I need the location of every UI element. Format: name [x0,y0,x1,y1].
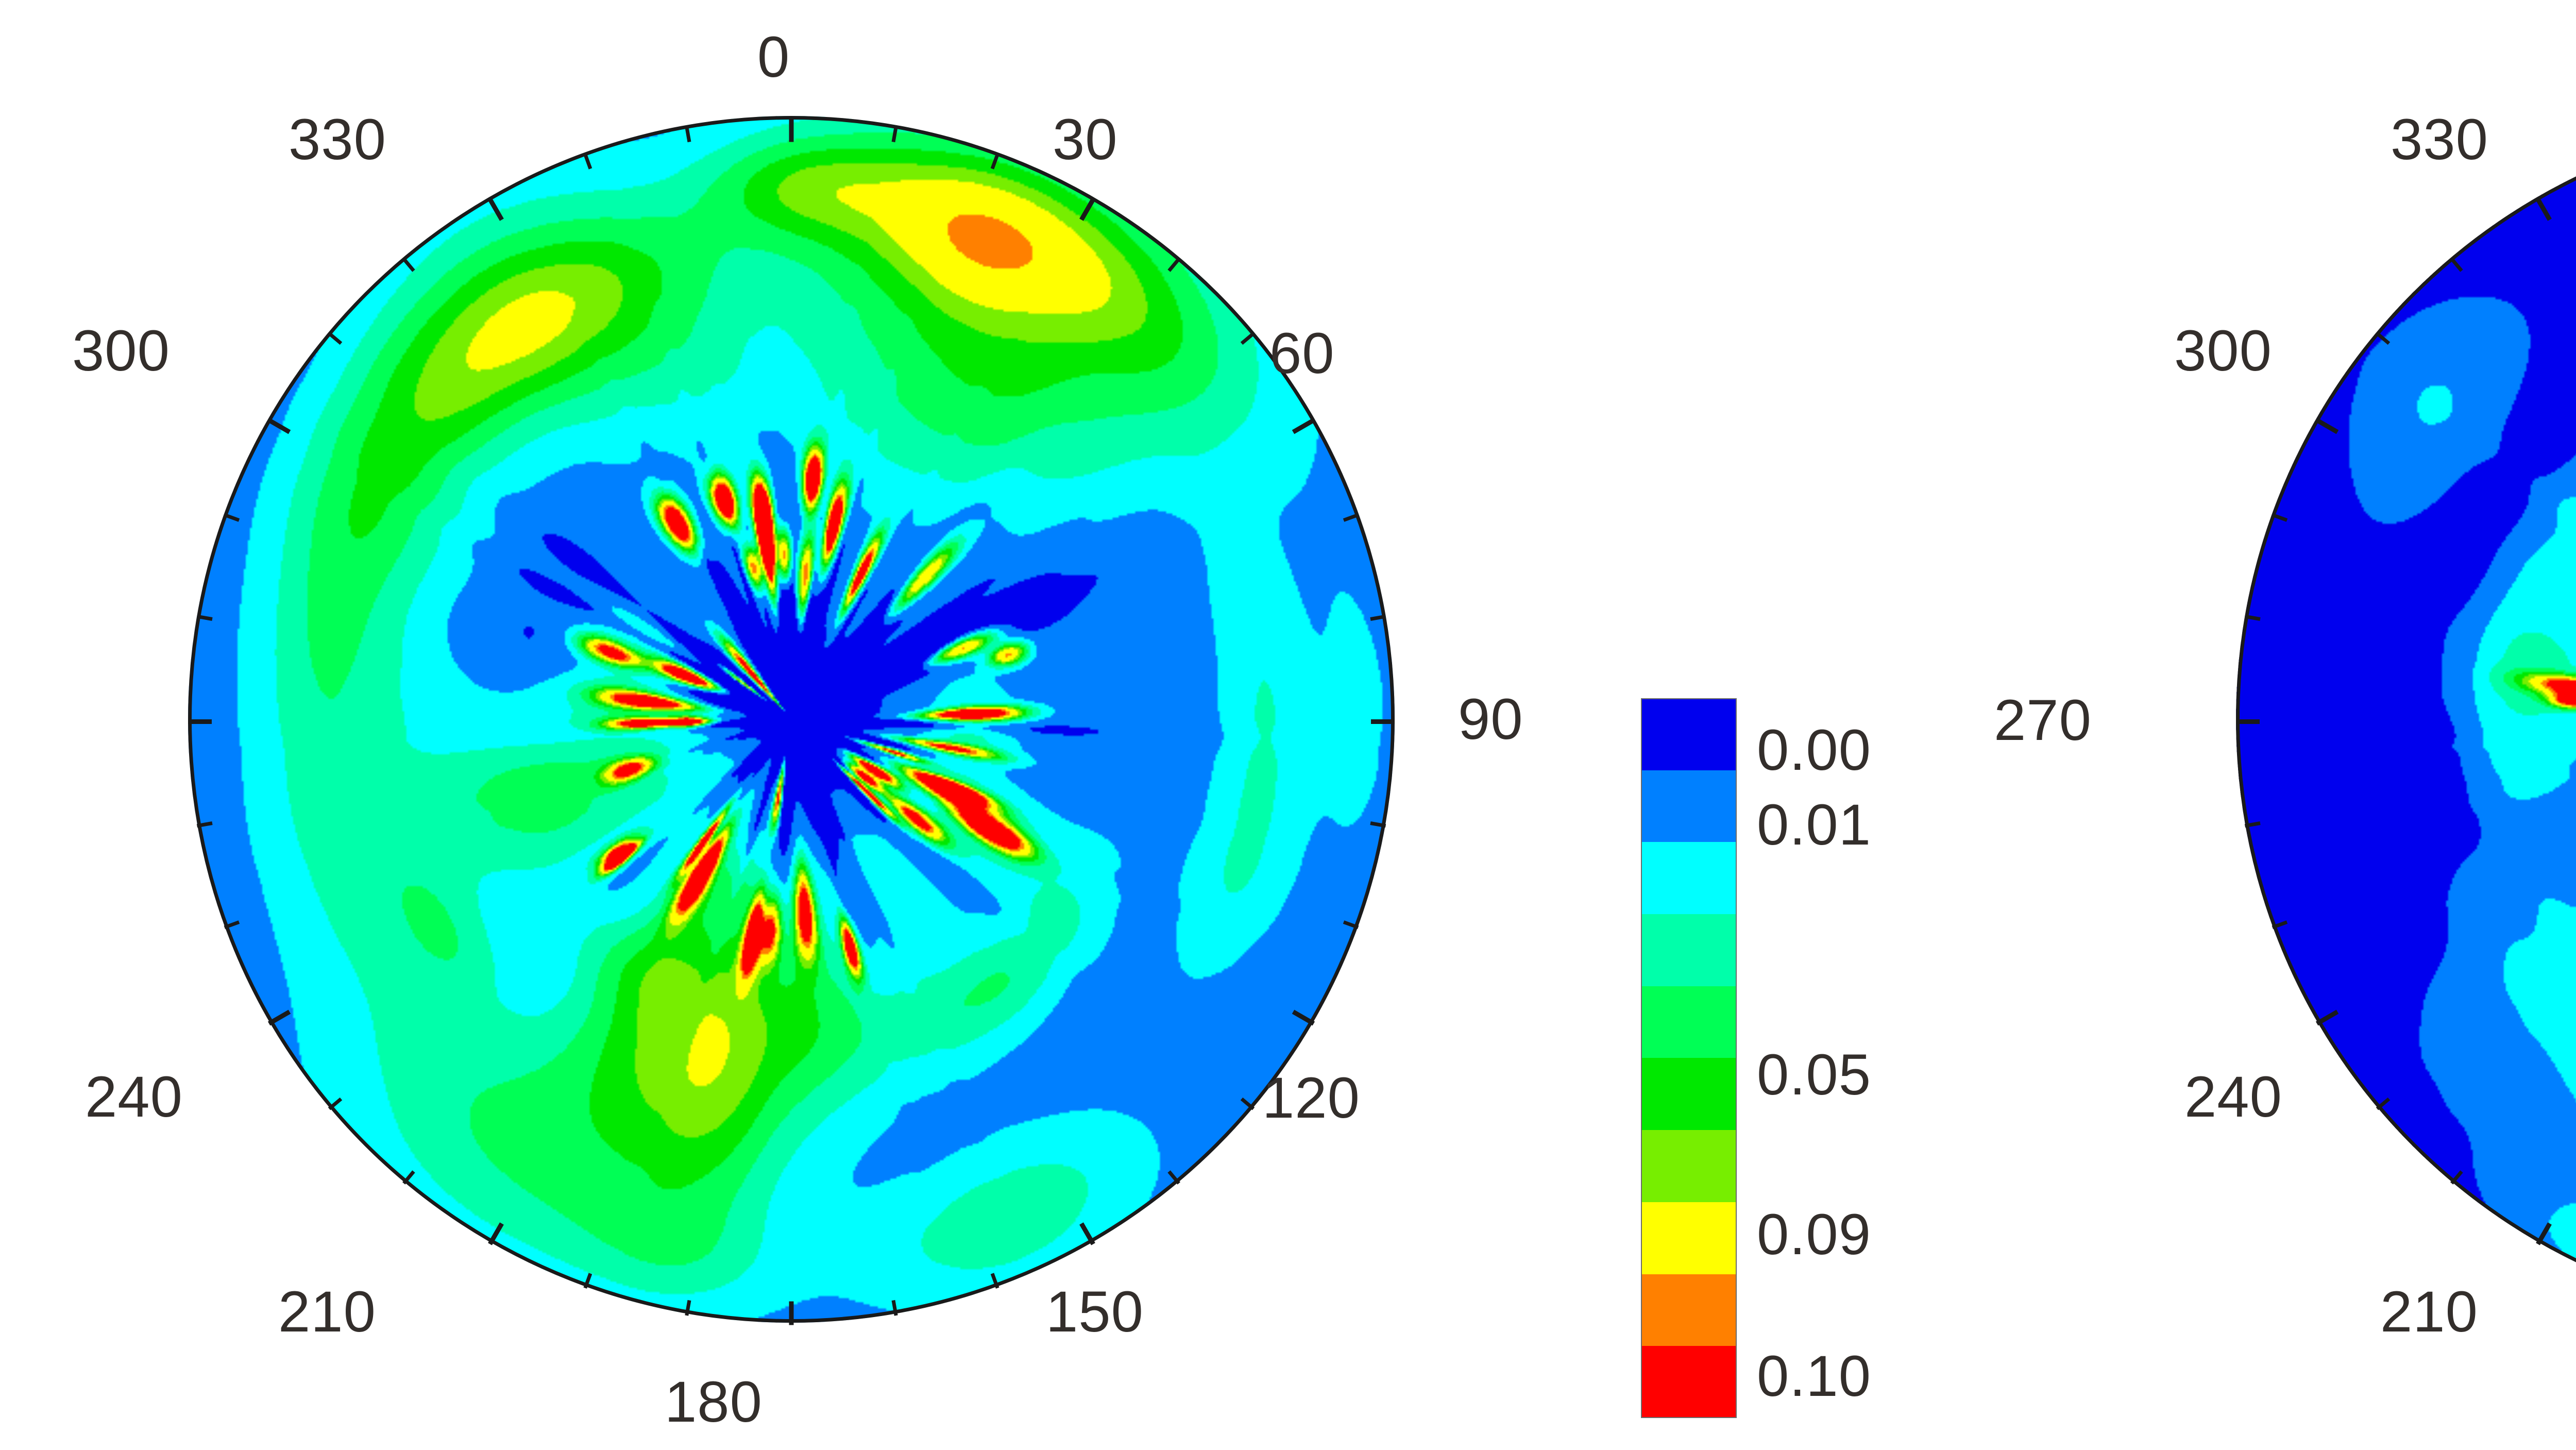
right-polar-angle-label-240: 240 [2184,1065,2282,1129]
right-polar-tick-270 [2236,719,2260,724]
colorbar-label-1: 0.01 [1757,793,1871,857]
left-polar-angle-label-240: 240 [85,1065,183,1129]
colorbar-band-1 [1641,770,1737,842]
left-polar-angle-label-60: 60 [1269,321,1335,385]
right-polar-angle-label-210: 210 [2380,1279,2478,1344]
colorbar-band-8 [1641,1274,1737,1346]
colorbar-band-6 [1641,1130,1737,1202]
left-polar-tick-0 [789,118,794,142]
left-polar-angle-label-180: 180 [665,1370,762,1434]
right-polar-angle-label-270: 270 [1994,688,2092,752]
colorbar-label-4: 0.10 [1757,1344,1871,1408]
colorbar-band-3 [1641,914,1737,986]
left-polar-angle-label-30: 30 [1053,107,1118,172]
left-polar-angle-label-120: 120 [1262,1066,1360,1130]
colorbar-label-0: 0.00 [1757,718,1871,782]
colorbar-band-9 [1641,1346,1737,1418]
right-polar-contour-canvas [2236,116,2576,1323]
left-polar-angle-label-300: 300 [72,318,170,383]
colorbar-band-4 [1641,986,1737,1058]
right-polar-angle-label-300: 300 [2174,318,2272,383]
left-polar-tick-90 [1371,719,1395,724]
left-polar-angle-label-210: 210 [278,1279,376,1344]
left-polar-tick-180 [789,1301,794,1325]
left-polar-angle-label-0: 0 [757,25,790,89]
colorbar-label-2: 0.05 [1757,1042,1871,1107]
colorbar-band-2 [1641,842,1737,915]
left-polar-tick-270 [188,719,212,724]
left-polar-plot[interactable] [188,116,1395,1325]
colorbar-band-0 [1641,698,1737,770]
colorbar-label-3: 0.09 [1757,1202,1871,1267]
left-polar-angle-label-150: 150 [1046,1279,1144,1344]
colorbar-band-5 [1641,1058,1737,1131]
left-polar-angle-label-330: 330 [289,107,386,172]
shared-colorbar[interactable] [1641,698,1737,1418]
right-polar-angle-label-330: 330 [2391,107,2488,172]
left-polar-angle-label-90: 90 [1458,687,1523,751]
left-polar-contour-canvas [188,116,1395,1323]
colorbar-band-7 [1641,1202,1737,1274]
right-polar-plot[interactable] [2236,116,2576,1323]
